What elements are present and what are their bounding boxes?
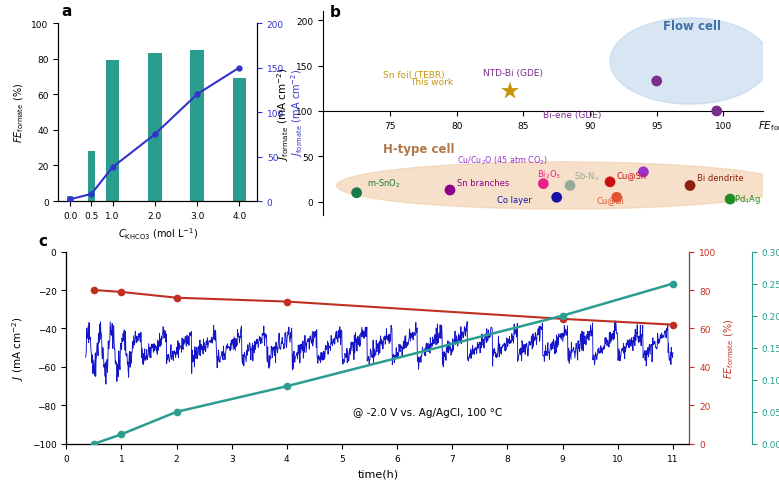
- Text: Bi-ene (GDE): Bi-ene (GDE): [544, 111, 601, 120]
- Text: Cu/Cu$_2$O (45 atm CO$_2$): Cu/Cu$_2$O (45 atm CO$_2$): [456, 155, 548, 167]
- Bar: [67, 196, 73, 202]
- Text: Cu@Bi: Cu@Bi: [597, 195, 625, 204]
- Point: [611, 194, 623, 202]
- Text: b: b: [330, 4, 341, 20]
- Point: [538, 180, 550, 188]
- Text: Bi$_2$O$_3$: Bi$_2$O$_3$: [537, 168, 561, 180]
- Text: Pd$_4$Ag: Pd$_4$Ag: [734, 193, 761, 206]
- Text: Sb-N$_x$: Sb-N$_x$: [574, 170, 600, 182]
- Point: [710, 108, 723, 116]
- Point: [604, 179, 616, 186]
- X-axis label: $C_{\mathrm{KHCO3}}$ (mol L$^{-1}$): $C_{\mathrm{KHCO3}}$ (mol L$^{-1}$): [118, 226, 198, 241]
- Point: [637, 168, 650, 176]
- Point: [724, 196, 736, 204]
- Y-axis label: $FE_{\mathrm{formate}}$ (%): $FE_{\mathrm{formate}}$ (%): [12, 83, 26, 143]
- Bar: [233, 79, 246, 202]
- X-axis label: time(h): time(h): [358, 468, 398, 478]
- Text: a: a: [61, 4, 72, 19]
- Text: Flow cell: Flow cell: [664, 20, 721, 33]
- Text: This work: This work: [410, 78, 453, 87]
- Y-axis label: $J_{\mathrm{formate}}$ (mA cm$^{-2}$): $J_{\mathrm{formate}}$ (mA cm$^{-2}$): [275, 67, 291, 161]
- Y-axis label: $J_{\mathrm{formate}}$ (mA cm$^{-2}$): $J_{\mathrm{formate}}$ (mA cm$^{-2}$): [290, 69, 305, 157]
- Point: [551, 194, 563, 202]
- Point: [684, 182, 696, 190]
- Bar: [88, 152, 94, 202]
- Text: c: c: [39, 233, 48, 248]
- Ellipse shape: [337, 163, 779, 210]
- Text: Sn foil (TEBR): Sn foil (TEBR): [383, 71, 445, 80]
- Text: Bi dendrite: Bi dendrite: [696, 174, 743, 183]
- Point: [351, 190, 363, 197]
- Point: [564, 182, 576, 190]
- Ellipse shape: [610, 19, 770, 105]
- Text: Co layer: Co layer: [497, 195, 531, 204]
- Text: NTD-Bi (GDE): NTD-Bi (GDE): [483, 69, 543, 78]
- Text: m-SnO$_2$: m-SnO$_2$: [368, 177, 401, 190]
- Y-axis label: $J$ (mA cm$^{-2}$): $J$ (mA cm$^{-2}$): [10, 316, 26, 380]
- Text: Sn branches: Sn branches: [456, 179, 509, 188]
- Point: [650, 78, 663, 85]
- Point: [444, 187, 456, 194]
- Bar: [106, 61, 119, 202]
- X-axis label: $FE_{\mathrm{formate}}$ (%): $FE_{\mathrm{formate}}$ (%): [758, 119, 779, 132]
- Text: H-type cell: H-type cell: [383, 143, 455, 156]
- Y-axis label: $FE_{\mathrm{formate}}$ (%): $FE_{\mathrm{formate}}$ (%): [722, 318, 735, 378]
- Point: [504, 88, 516, 96]
- Text: Cu@Sn: Cu@Sn: [617, 170, 647, 179]
- Text: @ -2.0 V vs. Ag/AgCl, 100 °C: @ -2.0 V vs. Ag/AgCl, 100 °C: [353, 407, 502, 417]
- Bar: [148, 54, 161, 202]
- Bar: [190, 51, 204, 202]
